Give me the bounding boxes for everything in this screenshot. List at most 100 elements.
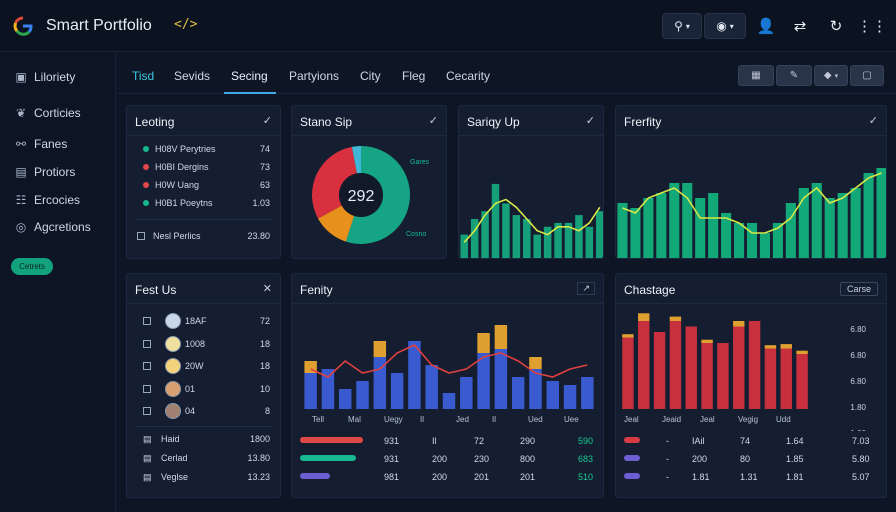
- sidebar-item[interactable]: ▣ Liloriety: [14, 70, 75, 84]
- swap-icon[interactable]: ⇄: [793, 18, 807, 35]
- avatar: [165, 358, 181, 374]
- tab[interactable]: Fleg: [402, 69, 426, 83]
- carse-button[interactable]: Carse: [839, 282, 878, 296]
- y-tick-label: 6.80: [850, 377, 866, 386]
- active-tab-indicator: [224, 92, 276, 94]
- x-tick-label: Jeaid: [662, 415, 681, 424]
- grid-menu-icon[interactable]: ⋮⋮: [857, 18, 887, 35]
- sidebar-item[interactable]: ⚯ Fanes: [14, 137, 67, 151]
- avatar: [165, 380, 181, 397]
- expand-icon[interactable]: ↗: [577, 282, 595, 295]
- leading-panel: Leoting ✓ H08V Perytries 74 H0BI Dergins…: [126, 105, 281, 259]
- legend-bar: [300, 437, 363, 443]
- bar: [575, 215, 583, 258]
- donut-hole: [339, 173, 383, 217]
- edit-button[interactable]: ✎: [776, 65, 812, 86]
- legend-value: 590: [578, 436, 594, 446]
- check-icon[interactable]: ✓: [868, 115, 878, 127]
- sidebar-item-label: Agcretions: [34, 220, 91, 234]
- legend-value: 201: [520, 472, 536, 482]
- checkbox[interactable]: [143, 407, 151, 415]
- checkbox[interactable]: [143, 339, 151, 348]
- checkbox[interactable]: [143, 317, 151, 325]
- donut-slice[interactable]: [345, 146, 411, 244]
- bar: [581, 377, 594, 409]
- legend-value: 1.85: [786, 454, 804, 464]
- check-icon[interactable]: ✓: [428, 115, 438, 127]
- bar-top: [701, 339, 713, 343]
- bar: [390, 373, 404, 409]
- bar: [511, 377, 525, 409]
- code-icon[interactable]: </>: [174, 17, 198, 32]
- donut-panel: Stano Sip ✓ 292 Gares Cosno: [291, 105, 447, 259]
- tab[interactable]: Partyions: [289, 69, 340, 83]
- donut-slice[interactable]: [318, 205, 355, 242]
- view-button[interactable]: ◉ ▾: [704, 13, 746, 39]
- sidebar-item[interactable]: ❦ Corticies: [14, 106, 81, 120]
- bar: [656, 193, 667, 258]
- row-value: 18: [259, 338, 270, 349]
- bar: [477, 353, 490, 409]
- close-icon[interactable]: ✕: [262, 283, 272, 295]
- tab[interactable]: City: [360, 69, 381, 83]
- briefcase-icon: ▣: [15, 70, 27, 84]
- bar: [759, 233, 771, 258]
- link-icon: ⚯: [15, 137, 27, 151]
- row-value: 63: [259, 180, 270, 190]
- refresh-icon[interactable]: ↻: [829, 18, 843, 35]
- users-icon: ☷: [15, 193, 27, 207]
- donut-slice[interactable]: [351, 146, 361, 174]
- bar: [669, 321, 682, 409]
- bar: [695, 198, 706, 258]
- bar: [408, 341, 421, 409]
- layout-button[interactable]: ▦: [738, 65, 774, 86]
- more-button[interactable]: ▢: [850, 65, 884, 86]
- bar: [494, 349, 508, 409]
- tab[interactable]: Tisd: [132, 69, 155, 83]
- checkbox[interactable]: [137, 232, 145, 240]
- chevron-down-icon: ▾: [834, 72, 839, 80]
- bar-top: [780, 344, 792, 349]
- filter-icon: ◆: [823, 70, 832, 81]
- row-name: Veglse: [161, 472, 189, 482]
- legend-value: 981: [384, 472, 400, 482]
- eye-icon: ◉: [716, 19, 727, 33]
- sidebar-item[interactable]: ◎ Agcretions: [14, 220, 91, 234]
- bar: [772, 223, 783, 258]
- checkbox[interactable]: [143, 362, 151, 370]
- tab[interactable]: Cecarity: [446, 69, 491, 83]
- bar: [811, 183, 822, 258]
- bar: [596, 211, 603, 258]
- layout-icon: ▦: [751, 70, 761, 81]
- legend-value: 931: [384, 436, 400, 446]
- chevron-down-icon: ▾: [729, 21, 734, 31]
- legend-value: 1.81: [786, 472, 804, 482]
- legend-value: 200: [432, 454, 448, 464]
- check-icon[interactable]: ✓: [585, 115, 595, 127]
- legend-value: 200: [432, 472, 448, 482]
- bar: [546, 381, 559, 409]
- bar: [543, 226, 552, 258]
- legend-value: -: [666, 472, 669, 482]
- row-value: 1800: [249, 434, 270, 444]
- check-icon[interactable]: ✓: [262, 115, 272, 127]
- row-value: 10: [259, 383, 270, 394]
- sidebar-pill-button[interactable]: Cetrets: [11, 258, 53, 275]
- tab[interactable]: Sevids: [174, 69, 211, 83]
- search-button[interactable]: ⚲ ▾: [662, 13, 702, 39]
- user-icon[interactable]: 👤: [756, 18, 776, 35]
- filter-button[interactable]: ◆ ▾: [814, 65, 848, 86]
- donut-slice[interactable]: [312, 146, 357, 219]
- tab[interactable]: Secing: [231, 69, 268, 83]
- row-name: H08V Perytries: [155, 144, 216, 154]
- bar: [653, 332, 666, 409]
- sidebar-item[interactable]: ▤ Protiors: [14, 165, 75, 179]
- panel-title: Stano Sip: [300, 115, 353, 129]
- checkbox[interactable]: [143, 384, 151, 393]
- status-dot: [143, 146, 149, 152]
- x-tick-label: Uegy: [384, 415, 403, 424]
- legend-value: IAil: [692, 436, 705, 446]
- bar: [638, 321, 650, 409]
- row-value: 74: [259, 144, 270, 154]
- sidebar-item[interactable]: ☷ Ercocies: [14, 193, 80, 207]
